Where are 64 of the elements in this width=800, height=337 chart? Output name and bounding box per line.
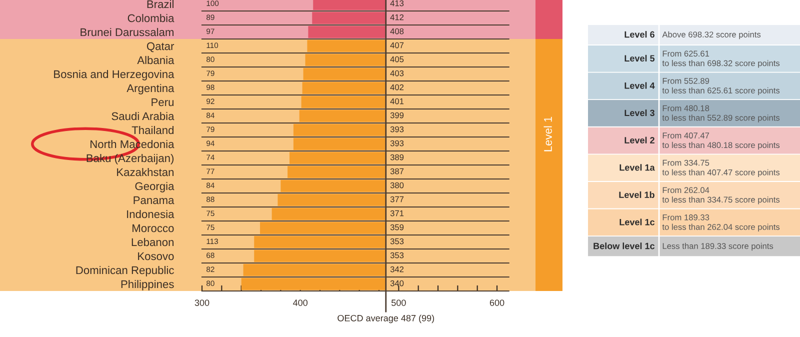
- y-tick-label: Colombia: [128, 14, 174, 22]
- annotation: 380: [390, 182, 404, 188]
- annotation: 403: [390, 70, 404, 76]
- y-tick-label: Indonesia: [127, 210, 174, 218]
- text: From 625.61 to less than 698.32 score points: [662, 50, 780, 68]
- annotation: 405: [390, 56, 404, 62]
- x-tick-label: 600: [490, 300, 504, 306]
- y-tick-label: Lebanon: [132, 238, 174, 246]
- ref-line-label: OECD average 487 (99): [338, 314, 434, 324]
- y-tick-label: Argentina: [126, 84, 174, 94]
- x-tick-label: 300: [194, 300, 210, 306]
- y-tick-label: Bosnia and Herzegovina: [54, 70, 174, 80]
- y-tick-label: Panama: [134, 196, 174, 204]
- annotation: 389: [390, 154, 404, 160]
- category-label: Level 1b: [619, 191, 654, 198]
- annotation: 342: [390, 266, 404, 272]
- annotation: 393: [390, 126, 404, 132]
- band-label: Level 1: [544, 116, 552, 152]
- text: From 480.18 to less than 552.89 score points: [662, 105, 780, 122]
- category-label: Level 1c: [620, 218, 655, 226]
- category-label: Level 4: [624, 82, 655, 89]
- annotation: 393: [390, 140, 404, 146]
- annotation: 407: [390, 42, 404, 48]
- annotation: 387: [390, 168, 404, 174]
- annotation: 377: [390, 196, 404, 202]
- category-label: Level 6: [624, 31, 654, 38]
- x-tick-label: 400: [293, 300, 308, 306]
- y-tick-label: Brunei Darussalam: [80, 28, 174, 36]
- annotation: 412: [390, 14, 404, 20]
- y-tick-label: Morocco: [132, 224, 174, 232]
- y-tick-label: Qatar: [146, 42, 174, 52]
- annotation: 359: [390, 224, 404, 230]
- y-tick-label: Philippines: [121, 280, 174, 290]
- category-label: Level 5: [624, 54, 655, 62]
- y-tick-label: Kazakhstan: [117, 168, 174, 176]
- annotation: 401: [390, 98, 404, 104]
- text: From 552.89 to less than 625.61 score points: [662, 78, 780, 96]
- x-tick-label: 500: [391, 300, 406, 306]
- annotation: 402: [390, 84, 404, 90]
- category-label: Level 1a: [620, 164, 655, 171]
- y-tick-label: Georgia: [135, 182, 174, 192]
- text: From 189.33 to less than 262.04 score points: [662, 214, 780, 232]
- annotation: 371: [390, 210, 404, 216]
- annotation: 408: [390, 28, 404, 34]
- text: From 407.47 to less than 480.18 score points: [662, 132, 780, 150]
- text: Less than 189.33 score points: [662, 242, 774, 251]
- annotation: 413: [390, 0, 404, 6]
- category-label: Level 3: [624, 110, 654, 116]
- annotation: 340: [390, 280, 404, 286]
- y-tick-label: Kosovo: [138, 252, 174, 260]
- text: From 334.75 to less than 407.47 score points: [662, 160, 780, 177]
- annotation: 399: [390, 112, 404, 118]
- y-tick-label: Dominican Republic: [76, 266, 174, 276]
- y-tick-label: Thailand: [132, 126, 174, 134]
- text: Above 698.32 score points: [662, 31, 761, 40]
- y-tick-label: Albania: [137, 56, 174, 64]
- y-tick-label: Peru: [152, 98, 174, 106]
- category-label: Level 2: [624, 136, 654, 144]
- annotation: 353: [390, 238, 404, 244]
- annotation: 353: [390, 252, 404, 258]
- y-tick-label: Brazil: [147, 0, 174, 8]
- y-tick-label: Saudi Arabia: [112, 112, 174, 120]
- text: From 262.04 to less than 334.75 score points: [662, 187, 780, 204]
- category-label: Below level 1c: [594, 242, 655, 250]
